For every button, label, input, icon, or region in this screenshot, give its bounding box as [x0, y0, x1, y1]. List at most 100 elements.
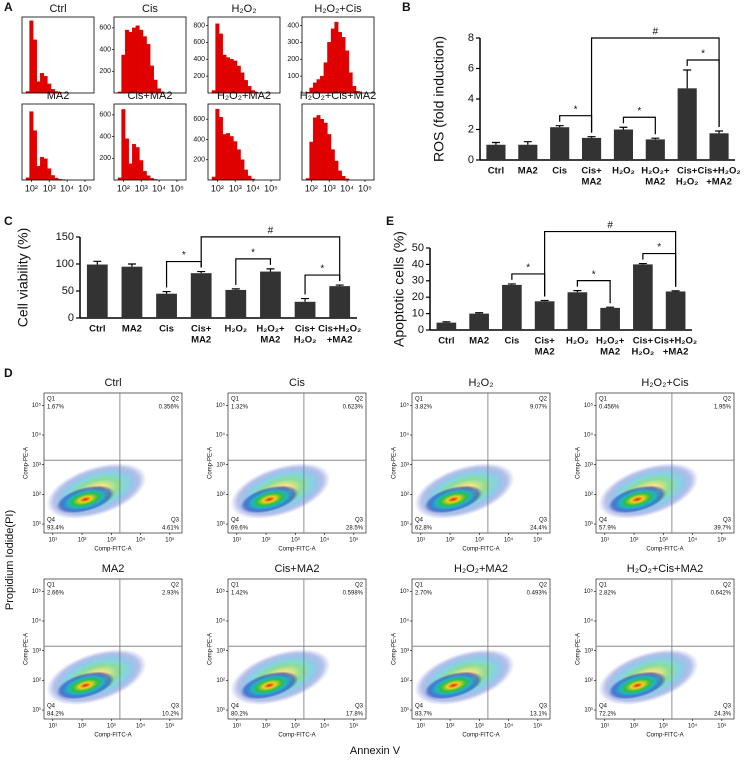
hist-bar	[32, 39, 37, 94]
hist-bar	[43, 158, 48, 181]
hist-bar	[124, 29, 129, 94]
plot-frame	[595, 578, 735, 720]
bar	[156, 293, 177, 318]
plot-title: H₂O₂+Cis+MA2	[627, 563, 703, 575]
quadrant-percent: 28.5%	[346, 526, 364, 532]
quadrant-percent: 2.70%	[415, 591, 433, 597]
quadrant-percent: 57.9%	[599, 526, 617, 532]
bar	[260, 271, 281, 318]
y-tick-label: 10³	[584, 648, 593, 654]
x-axis-title: Comp-FITC-A	[646, 547, 683, 553]
x-tick-label: MA2	[122, 324, 142, 335]
x-tick-label: 10⁵	[264, 183, 278, 193]
x-tick-label: Cis+	[295, 324, 316, 335]
x-tick-label: Cis	[504, 336, 519, 347]
x-tick-label: 10³	[659, 724, 668, 730]
y-tick-label: 0	[418, 324, 424, 336]
quadrant-name: Q1	[47, 397, 56, 403]
quadrant-name: Q3	[355, 704, 364, 710]
y-tick-label: 0	[468, 154, 474, 166]
significance-bracket	[200, 236, 341, 282]
hist-bar	[345, 50, 350, 94]
hist-bar	[229, 136, 234, 181]
quadrant-name: Q2	[171, 583, 180, 589]
density-core	[56, 485, 115, 514]
x-axis-title: Comp-FITC-A	[462, 733, 499, 739]
x-tick-label: 10²	[262, 538, 271, 544]
bar	[633, 264, 653, 330]
quadrant-percent: 24.4%	[530, 526, 548, 532]
x-tick-label: 10⁵	[170, 183, 184, 193]
plot-frame	[113, 16, 187, 94]
quadrant-name: Q1	[231, 583, 240, 589]
quadrant-name: Q1	[415, 583, 424, 589]
y-tick-label: 200	[193, 157, 205, 164]
x-tick-label: 10⁴	[246, 183, 260, 193]
bar	[550, 127, 570, 160]
significance-label: *	[637, 106, 641, 117]
y-tick-label: 10⁵	[400, 402, 410, 409]
hist-bar	[247, 175, 252, 181]
hist-bar	[243, 169, 248, 181]
x-tick-label: Cis+	[633, 336, 654, 347]
y-tick-label: 20	[412, 291, 424, 303]
x-tick-label: H₂O₂	[676, 177, 699, 188]
x-tick-label: 10⁴	[152, 183, 166, 193]
significance-label: *	[251, 248, 255, 259]
hist-bar	[226, 57, 231, 94]
quadrant-percent: 10.2%	[162, 712, 180, 718]
quadrant-name: Q3	[171, 704, 180, 710]
y-tick-label: 50	[62, 285, 74, 297]
quadrant-percent: 0.493%	[527, 591, 548, 597]
significance-label: *	[592, 269, 596, 280]
x-tick-label: 10¹	[416, 538, 425, 544]
shared-x-label: Annexin V	[350, 745, 401, 757]
error-bar	[671, 290, 680, 292]
y-tick-label: 10³	[584, 462, 593, 468]
x-tick-label: 10³	[323, 183, 336, 193]
plot-frame	[113, 103, 187, 181]
y-tick-label: 400	[287, 22, 299, 29]
significance-bracket	[576, 280, 611, 304]
x-tick-label: 10⁵	[165, 537, 175, 544]
y-tick-label: 2	[468, 123, 474, 135]
error-bar	[301, 297, 310, 302]
quadrant-percent: 93.4%	[47, 526, 65, 532]
x-axis-title: Comp-FITC-A	[646, 733, 683, 739]
x-tick-label: 10⁴	[136, 537, 146, 544]
x-tick-label: MA2	[518, 166, 538, 177]
plot-frame	[21, 103, 95, 181]
hist-bar	[334, 21, 339, 94]
y-axis-title: Comp-PE-A	[208, 447, 214, 479]
x-axis-title: Comp-FITC-A	[94, 733, 131, 739]
plot-frame	[227, 392, 367, 534]
y-tick-label: 200	[287, 56, 299, 63]
quadrant-name: Q4	[47, 704, 56, 710]
bar	[534, 301, 555, 330]
quadrant-percent: 1.67%	[47, 405, 65, 411]
hist-bar	[146, 175, 151, 181]
hist-bar	[312, 117, 317, 181]
y-tick-label: 600	[193, 39, 205, 46]
y-tick-label: 100	[56, 258, 74, 270]
hist-bar	[50, 175, 55, 181]
y-tick-label: 10⁴	[584, 618, 594, 625]
hist-bar	[36, 166, 41, 181]
x-tick-label: 10³	[135, 183, 148, 193]
x-tick-label: 10²	[25, 183, 38, 193]
y-tick-label: 0	[68, 312, 74, 324]
x-tick-label: Cis+	[677, 166, 698, 177]
quadrant-name: Q1	[415, 397, 424, 403]
hist-bar	[211, 176, 216, 181]
y-tick-label: 400	[99, 46, 111, 53]
hist-bar	[222, 134, 227, 181]
y-tick-label: 10⁵	[400, 588, 410, 595]
hist-bar	[327, 42, 332, 94]
y-tick-label: 10²	[32, 492, 41, 498]
quadrant-name: Q4	[599, 704, 608, 710]
hist-bar	[40, 73, 45, 94]
x-tick-label: 10⁴	[60, 183, 74, 193]
hist-bar	[320, 118, 325, 181]
significance-label: *	[320, 264, 324, 275]
